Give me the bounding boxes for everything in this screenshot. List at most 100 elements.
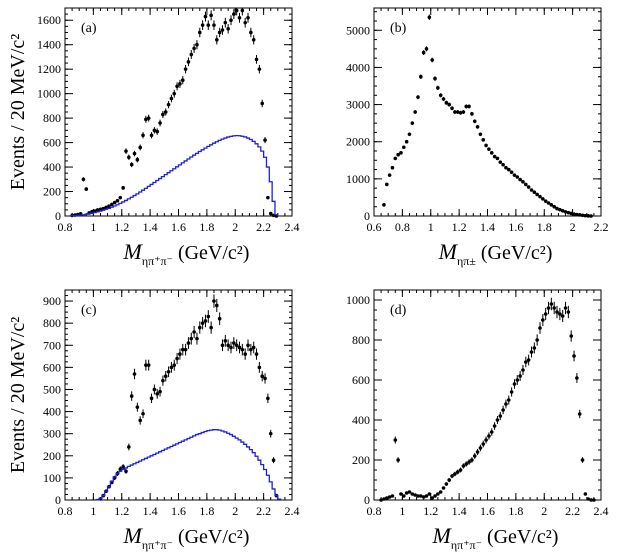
data-point: [455, 470, 460, 474]
data-point: [563, 210, 568, 214]
data-point: [575, 376, 579, 380]
data-point: [195, 336, 199, 341]
data-point: [501, 162, 505, 167]
data-point: [197, 30, 202, 35]
data-point: [575, 212, 579, 217]
x-tick-label: 1: [399, 504, 405, 518]
data-point: [401, 145, 406, 150]
data-point: [458, 110, 463, 115]
data-point: [532, 346, 537, 350]
data-point: [246, 15, 250, 20]
data-point: [172, 91, 177, 96]
data-point: [467, 104, 471, 109]
data-point: [515, 175, 520, 179]
data-point: [538, 326, 542, 330]
data-point: [461, 110, 466, 114]
data-point: [501, 408, 505, 412]
data-point: [470, 458, 474, 462]
data-point: [572, 212, 576, 216]
data-point: [178, 82, 182, 86]
data-point: [498, 414, 503, 418]
data-point: [260, 374, 265, 379]
panel-b: 0.6 0.8 1 1.2 1.4 1.6 1.8 2 2.2 0 1000 2000 3000 4000…: [346, 7, 609, 268]
data-point: [580, 458, 585, 462]
data-point: [541, 197, 545, 201]
data-point: [226, 343, 230, 348]
data-point: [543, 199, 548, 203]
data-point: [484, 143, 488, 148]
data-point: [268, 431, 273, 436]
data-point: [146, 116, 151, 120]
data-point: [586, 497, 591, 501]
data-point: [586, 214, 591, 218]
data-point: [166, 102, 171, 107]
panel-c-label: (c): [81, 303, 97, 318]
data-point: [538, 194, 542, 199]
data-point: [413, 493, 417, 497]
data-point: [524, 182, 528, 187]
y-tick-label: 1000: [346, 172, 370, 186]
x-tick-label: 2.2: [594, 220, 609, 234]
data-point: [169, 96, 174, 101]
data-point: [234, 8, 239, 13]
data-point: [169, 365, 174, 370]
data-point: [183, 67, 188, 71]
y-tick-label: 200: [43, 449, 61, 463]
data-point: [447, 102, 451, 107]
data-point: [132, 151, 137, 156]
data-point: [441, 97, 446, 101]
data-point: [390, 165, 395, 170]
data-point: [424, 47, 429, 51]
x-tick-label: 1.8: [508, 504, 523, 518]
y-tick-label: 1600: [37, 13, 61, 27]
y-tick-label: 0: [364, 209, 370, 223]
data-point: [492, 154, 497, 159]
data-point: [447, 478, 451, 482]
data-point: [384, 496, 389, 500]
data-point: [532, 190, 537, 195]
data-point: [110, 202, 114, 207]
data-point: [464, 104, 469, 109]
x-tick-label: 1.8: [537, 220, 552, 234]
data-point: [215, 38, 219, 42]
data-point: [580, 213, 585, 218]
data-point: [552, 306, 556, 310]
data-point: [180, 78, 185, 82]
y-tick-label: 500: [43, 382, 61, 396]
data-point: [192, 46, 196, 51]
data-point: [243, 20, 247, 25]
y-tick-label: 800: [352, 333, 370, 347]
x-axis-label-b: Mηπ± (GeV/c²): [438, 239, 553, 268]
y-tick-label: 0: [55, 493, 61, 507]
data-point: [506, 398, 511, 402]
data-point: [212, 23, 216, 27]
data-point: [549, 302, 554, 306]
data-point: [535, 192, 539, 197]
y-tick-label: 900: [43, 294, 61, 308]
data-point: [577, 412, 582, 416]
data-point: [526, 358, 531, 362]
data-point: [481, 138, 486, 142]
data-point: [118, 195, 123, 200]
data-point: [220, 28, 225, 32]
data-point: [384, 182, 389, 187]
plot-frame-d: [373, 289, 602, 501]
data-point: [543, 312, 548, 316]
y-tick-label: 300: [43, 427, 61, 441]
y-tick-label: 3000: [346, 98, 370, 112]
data-point: [407, 490, 412, 494]
y-tick-label: 700: [43, 338, 61, 352]
data-point: [444, 482, 449, 486]
data-point: [515, 378, 520, 382]
data-point: [263, 376, 267, 381]
data-point: [393, 156, 398, 161]
data-point: [217, 316, 222, 321]
mc-histogram-c: [95, 429, 282, 501]
data-point: [163, 374, 168, 379]
data-point: [158, 121, 162, 125]
data-point: [223, 339, 228, 343]
data-point: [504, 402, 508, 406]
data-point: [249, 30, 253, 35]
data-point: [404, 139, 409, 144]
data-point: [558, 207, 562, 212]
